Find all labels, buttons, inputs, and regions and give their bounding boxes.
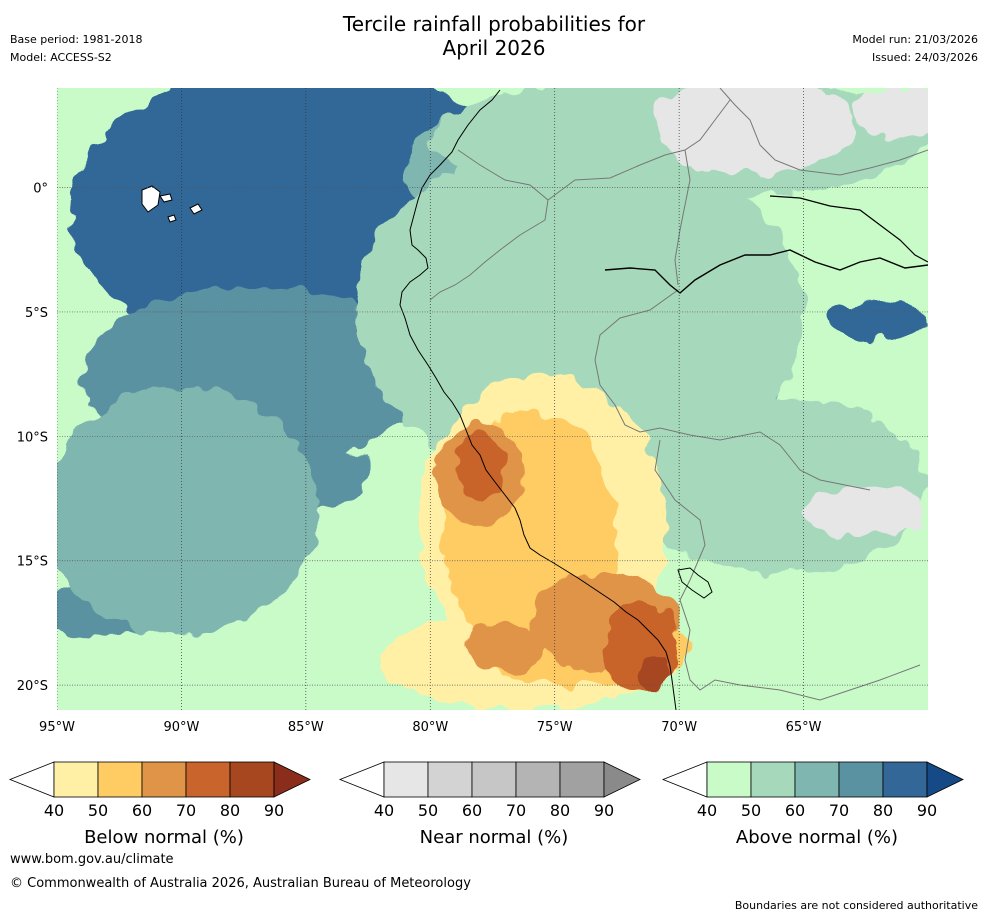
- colorbar-tick-label: 50: [741, 801, 761, 820]
- below-60-region-24: [465, 622, 545, 673]
- colorbar-swatch: [97, 761, 143, 798]
- chart-title: Tercile rainfall probabilities for April…: [0, 12, 988, 60]
- colorbar-min-extend: [8, 761, 55, 798]
- colorbar-max-extend: [926, 761, 964, 798]
- colorbar-min-extend: [661, 761, 708, 798]
- model-name: Model: ACCESS-S2: [10, 51, 112, 64]
- below-70-region-25: [455, 433, 505, 499]
- colorbar-swatch: [427, 761, 473, 798]
- x-tick-label: 85°W: [288, 720, 324, 735]
- colorbar-tick-label: 80: [550, 801, 570, 820]
- footer-website[interactable]: www.bom.gov.au/climate: [10, 852, 174, 867]
- colorbar-min-extend: [338, 761, 385, 798]
- colorbar-2: 40 50 60 70 80 90 Above normal (%): [661, 761, 964, 848]
- colorbar-tick-label: 60: [785, 801, 805, 820]
- meta-right: Model run: 21/03/2026 Issued: 24/03/2026: [852, 31, 978, 67]
- colorbar-label: Near normal (%): [420, 827, 569, 848]
- above-80-region-3: [828, 299, 928, 340]
- colorbar-swatch: [383, 761, 429, 798]
- colorbar-tick-label: 70: [506, 801, 526, 820]
- issued-date: Issued: 24/03/2026: [871, 51, 978, 64]
- title-line-2: April 2026: [442, 36, 546, 60]
- footer-disclaimer: Boundaries are not considered authoritat…: [734, 899, 978, 912]
- country-borders: [429, 88, 928, 701]
- y-axis-ticks: 0° 5°S 10°S 15°S 20°S: [17, 182, 48, 695]
- grid-lines: [57, 88, 928, 710]
- colorbars: 40 50 60 70 80 90 Below normal (%) 40 50 60 70 80 90…: [8, 761, 964, 848]
- amazon-river: [604, 249, 928, 294]
- colorbar-tick-label: 50: [88, 801, 108, 820]
- colorbar-swatch: [750, 761, 796, 798]
- colorbar-1: 40 50 60 70 80 90 Near normal (%): [338, 761, 641, 848]
- y-tick-label: 5°S: [25, 306, 48, 321]
- probability-regions: [57, 88, 928, 710]
- colorbar-tick-label: 40: [44, 801, 64, 820]
- colorbar-tick-label: 50: [418, 801, 438, 820]
- x-tick-label: 80°W: [412, 720, 448, 735]
- colorbar-tick-label: 80: [873, 801, 893, 820]
- x-axis-ticks: 95°W 90°W 85°W 80°W 75°W 70°W 65°W: [39, 720, 822, 735]
- x-tick-label: 65°W: [786, 720, 822, 735]
- colorbar-swatch: [141, 761, 187, 798]
- colorbar-swatch: [882, 761, 928, 798]
- amazon-delta: [769, 195, 928, 263]
- colorbar-swatch: [229, 761, 275, 798]
- y-tick-label: 10°S: [17, 430, 48, 445]
- x-tick-label: 95°W: [39, 720, 75, 735]
- above-50-region-13: [629, 399, 928, 574]
- colorbar-tick-label: 80: [220, 801, 240, 820]
- colorbar-swatch: [559, 761, 605, 798]
- colorbar-label: Below normal (%): [84, 827, 244, 848]
- colorbar-swatch: [706, 761, 752, 798]
- colorbar-tick-label: 60: [462, 801, 482, 820]
- geography-lines: [141, 88, 928, 710]
- colorbar-swatch: [53, 761, 99, 798]
- x-tick-label: 90°W: [163, 720, 199, 735]
- footer-copyright: © Commonwealth of Australia 2026, Austra…: [10, 876, 471, 891]
- meta-left: Base period: 1981-2018 Model: ACCESS-S2: [10, 31, 142, 67]
- above-60-region-9: [57, 386, 319, 636]
- x-tick-label: 75°W: [537, 720, 573, 735]
- near-40-region-17: [853, 88, 928, 138]
- lake-titicaca: [677, 567, 713, 599]
- y-tick-label: 20°S: [17, 679, 48, 694]
- colorbar-tick-label: 40: [697, 801, 717, 820]
- colorbar-tick-label: 70: [829, 801, 849, 820]
- colorbar-swatch: [794, 761, 840, 798]
- y-tick-label: 15°S: [17, 555, 48, 570]
- colorbar-label: Above normal (%): [736, 827, 898, 848]
- colorbar-swatch: [471, 761, 517, 798]
- coastline: [399, 89, 677, 710]
- model-run: Model run: 21/03/2026: [852, 33, 978, 46]
- colorbar-tick-label: 60: [132, 801, 152, 820]
- base-period: Base period: 1981-2018: [10, 33, 143, 46]
- colorbar-swatch: [515, 761, 561, 798]
- colorbar-swatch: [185, 761, 231, 798]
- colorbar-max-extend: [603, 761, 641, 798]
- colorbar-swatch: [838, 761, 884, 798]
- x-tick-label: 70°W: [661, 720, 697, 735]
- near-40-region-15: [654, 88, 854, 176]
- colorbar-tick-label: 70: [176, 801, 196, 820]
- near-40-region-16: [803, 486, 928, 536]
- colorbar-max-extend: [273, 761, 311, 798]
- colorbar-0: 40 50 60 70 80 90 Below normal (%): [8, 761, 311, 848]
- galapagos-islands: [141, 185, 203, 223]
- colorbar-tick-label: 40: [374, 801, 394, 820]
- y-tick-label: 0°: [33, 182, 48, 197]
- colorbar-tick-label: 90: [264, 801, 284, 820]
- below-80-region-27: [639, 652, 670, 693]
- colorbar-tick-label: 90: [594, 801, 614, 820]
- title-line-1: Tercile rainfall probabilities for: [342, 12, 646, 36]
- colorbar-tick-label: 90: [917, 801, 937, 820]
